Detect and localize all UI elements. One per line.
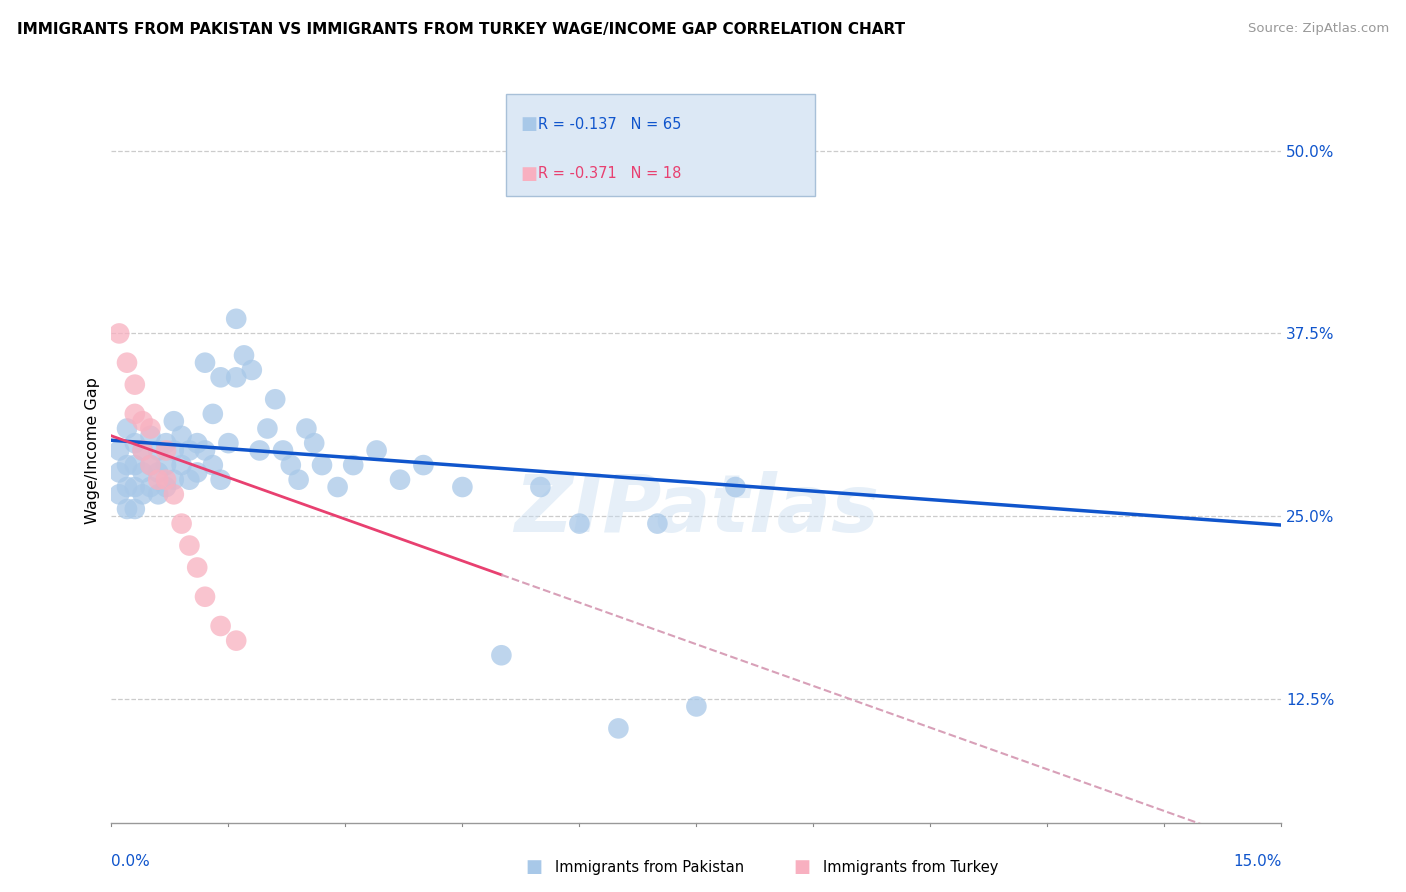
Point bbox=[170, 458, 193, 472]
Point bbox=[115, 421, 138, 435]
Point bbox=[249, 443, 271, 458]
Text: Immigrants from Pakistan: Immigrants from Pakistan bbox=[555, 860, 745, 874]
Point bbox=[412, 458, 434, 472]
Point bbox=[108, 443, 131, 458]
Point bbox=[194, 443, 217, 458]
Point bbox=[233, 348, 256, 362]
Text: R = -0.371   N = 18: R = -0.371 N = 18 bbox=[538, 166, 682, 181]
Point bbox=[389, 473, 412, 487]
Point bbox=[163, 473, 186, 487]
Point bbox=[148, 443, 170, 458]
Point bbox=[179, 539, 201, 553]
Point bbox=[240, 363, 263, 377]
Point bbox=[155, 473, 177, 487]
Point bbox=[148, 466, 170, 480]
Point bbox=[186, 466, 208, 480]
Point bbox=[179, 443, 201, 458]
Point bbox=[155, 458, 177, 472]
Point bbox=[139, 480, 162, 494]
Point bbox=[139, 458, 162, 472]
Text: Source: ZipAtlas.com: Source: ZipAtlas.com bbox=[1249, 22, 1389, 36]
Point bbox=[148, 473, 170, 487]
Point bbox=[163, 443, 186, 458]
Point bbox=[124, 480, 146, 494]
Point bbox=[326, 480, 349, 494]
Point bbox=[115, 458, 138, 472]
Point bbox=[115, 480, 138, 494]
Point bbox=[201, 458, 224, 472]
Point bbox=[131, 487, 153, 501]
Point bbox=[124, 502, 146, 516]
Point bbox=[225, 633, 247, 648]
Text: ■: ■ bbox=[793, 858, 810, 876]
Text: ■: ■ bbox=[520, 115, 537, 134]
Point bbox=[302, 436, 325, 450]
Point bbox=[131, 443, 153, 458]
Point bbox=[271, 443, 294, 458]
Point bbox=[201, 407, 224, 421]
Point bbox=[366, 443, 388, 458]
Point bbox=[209, 473, 232, 487]
Point bbox=[280, 458, 302, 472]
Point bbox=[295, 421, 318, 435]
Point bbox=[685, 699, 707, 714]
Point bbox=[568, 516, 591, 531]
Point bbox=[108, 326, 131, 341]
Point bbox=[139, 458, 162, 472]
Point bbox=[139, 429, 162, 443]
Point bbox=[148, 487, 170, 501]
Point bbox=[607, 722, 630, 736]
Point bbox=[209, 619, 232, 633]
Text: R = -0.137   N = 65: R = -0.137 N = 65 bbox=[538, 117, 682, 132]
Point bbox=[124, 377, 146, 392]
Point bbox=[155, 480, 177, 494]
Point bbox=[194, 356, 217, 370]
Point bbox=[225, 311, 247, 326]
Point bbox=[131, 414, 153, 428]
Point bbox=[131, 466, 153, 480]
Text: Immigrants from Turkey: Immigrants from Turkey bbox=[823, 860, 998, 874]
Point bbox=[170, 516, 193, 531]
Point bbox=[342, 458, 364, 472]
Text: ■: ■ bbox=[520, 165, 537, 183]
Point bbox=[491, 648, 513, 663]
Text: 0.0%: 0.0% bbox=[111, 854, 150, 869]
Point bbox=[287, 473, 309, 487]
Point bbox=[217, 436, 239, 450]
Point bbox=[124, 407, 146, 421]
Text: IMMIGRANTS FROM PAKISTAN VS IMMIGRANTS FROM TURKEY WAGE/INCOME GAP CORRELATION C: IMMIGRANTS FROM PAKISTAN VS IMMIGRANTS F… bbox=[17, 22, 905, 37]
Point bbox=[186, 436, 208, 450]
Point bbox=[311, 458, 333, 472]
Point bbox=[108, 487, 131, 501]
Point bbox=[115, 356, 138, 370]
Y-axis label: Wage/Income Gap: Wage/Income Gap bbox=[86, 377, 100, 524]
Point bbox=[209, 370, 232, 384]
Point bbox=[724, 480, 747, 494]
Text: ■: ■ bbox=[526, 858, 543, 876]
Text: ZIPatlas: ZIPatlas bbox=[515, 471, 879, 549]
Point bbox=[108, 466, 131, 480]
Point bbox=[124, 458, 146, 472]
Point bbox=[115, 502, 138, 516]
Point bbox=[155, 436, 177, 450]
Point bbox=[124, 436, 146, 450]
Point bbox=[529, 480, 551, 494]
Point bbox=[451, 480, 474, 494]
Point bbox=[170, 429, 193, 443]
Point bbox=[186, 560, 208, 574]
Point bbox=[194, 590, 217, 604]
Point bbox=[225, 370, 247, 384]
Point bbox=[179, 473, 201, 487]
Point bbox=[163, 487, 186, 501]
Point bbox=[139, 421, 162, 435]
Point bbox=[131, 443, 153, 458]
Point bbox=[264, 392, 287, 407]
Text: 15.0%: 15.0% bbox=[1233, 854, 1281, 869]
Point bbox=[163, 414, 186, 428]
Point bbox=[256, 421, 278, 435]
Point bbox=[647, 516, 669, 531]
Point bbox=[155, 443, 177, 458]
